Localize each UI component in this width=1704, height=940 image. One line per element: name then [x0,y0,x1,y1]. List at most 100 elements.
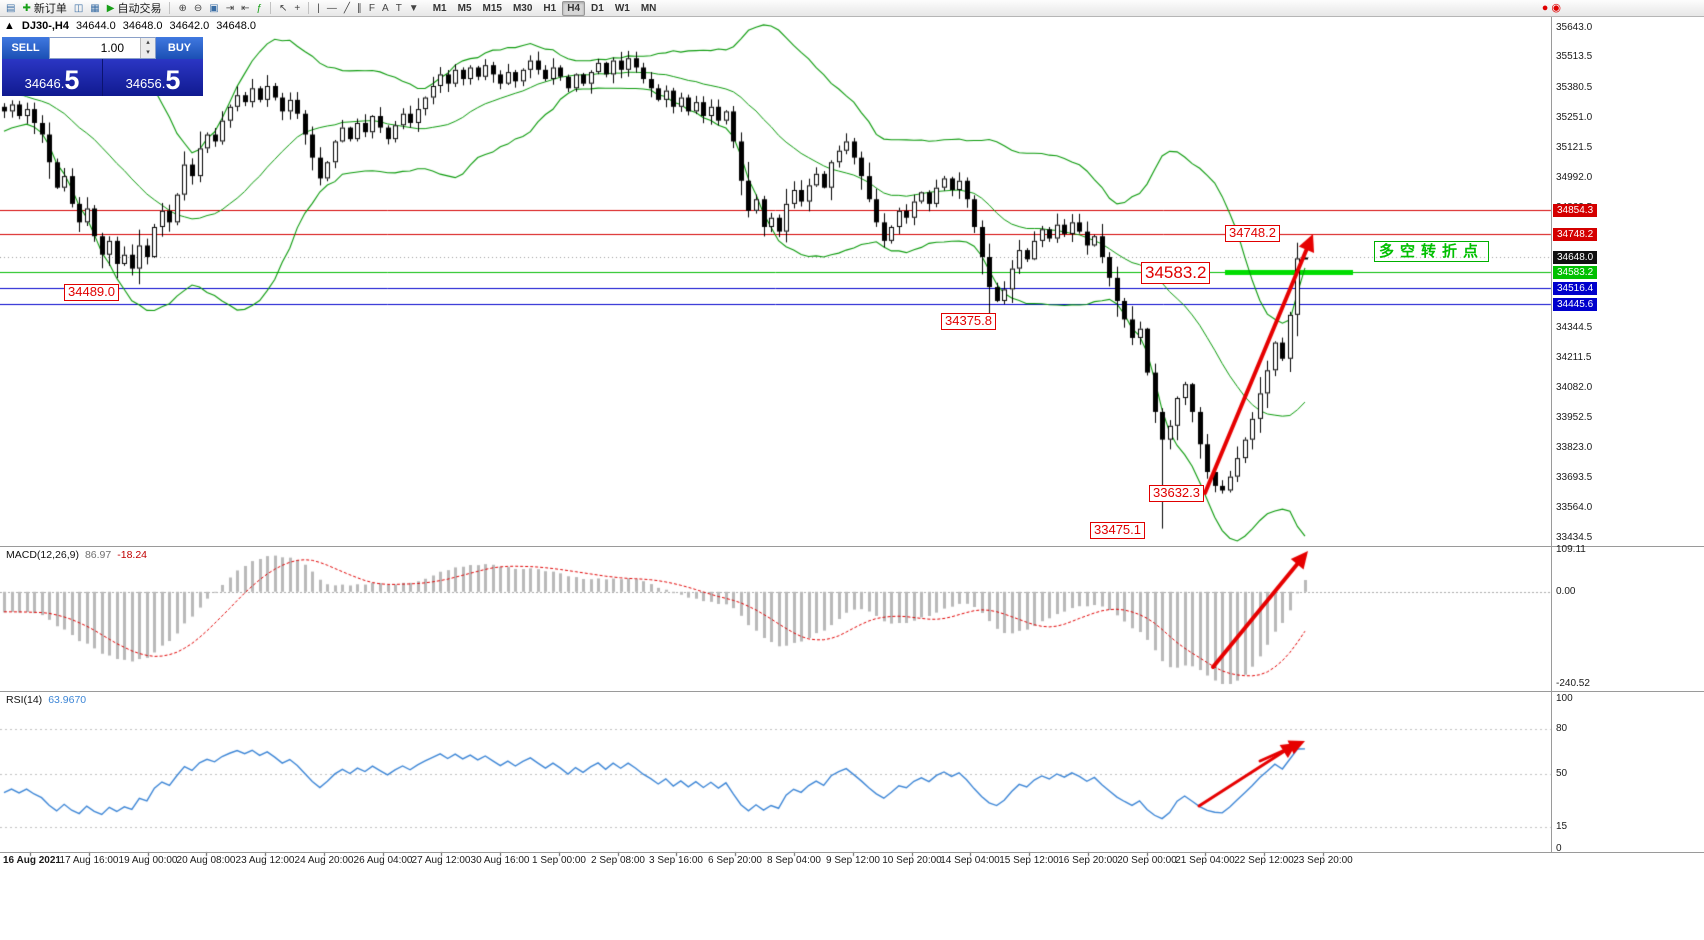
collapse-trade-panel-icon[interactable]: ▲ [4,20,15,32]
volume-up-button[interactable]: ▴ [141,38,155,48]
price-annotation-label[interactable]: 34748.2 [1225,225,1280,242]
profiles-icon: ◫ [73,2,84,14]
time-axis-label: 2 Sep 08:00 [591,855,645,866]
price-annotation-label[interactable]: 34375.8 [941,313,996,330]
rsi-pane-separator[interactable] [0,691,1704,692]
horizontal-line-button[interactable]: ― [324,1,340,16]
price-axis-tick: 35643.0 [1556,22,1593,33]
crosshair-button[interactable]: + [291,1,303,16]
ohlc-high: 34648.0 [122,20,163,32]
time-axis-label: 30 Aug 16:00 [470,855,530,866]
new-chart-button[interactable]: ▤ [3,1,18,16]
time-axis-label: 1 Sep 00:00 [532,855,586,866]
text-button[interactable]: A [379,1,392,16]
timeframe-h4-button[interactable]: H4 [562,0,586,16]
indicators-icon: ƒ [256,2,263,14]
fibonacci-button[interactable]: F [366,1,378,16]
rsi-name: RSI(14) [6,694,43,706]
price-axis-tick: 35513.5 [1556,51,1593,62]
text-icon: A [382,2,389,14]
zoom-out-button[interactable]: ⊖ [191,1,205,16]
timeframe-d1-button[interactable]: D1 [591,2,604,14]
price-annotation-label[interactable]: 34583.2 [1141,262,1211,284]
price-axis-tick: 33434.5 [1556,532,1593,543]
time-axis-label: 20 Aug 08:00 [176,855,236,866]
toolbar: ▤ ✚ 新订单 ◫ ▦ ▶ 自动交易 ⊕ ⊖ ▣ ⇥ ⇤ ƒ ↖ + | ― ╱ ∥ F A T ▼ M1 M5 M15 M30 H… [0,0,1704,17]
price-annotation-label[interactable]: 34489.0 [64,284,119,301]
label-icon: T [395,2,402,14]
timeframe-m5-button[interactable]: M5 [457,2,472,14]
ohlc-low: 34642.0 [169,20,210,32]
volume-input[interactable] [50,38,127,58]
tile-windows-icon: ▣ [209,2,219,14]
new-order-button-label: 新订单 [33,3,67,15]
alert-red-icon[interactable]: ● [1541,1,1549,14]
new-order-button[interactable]: ✚ 新订单 [19,1,69,16]
vertical-line-button[interactable]: | [314,1,323,16]
chart-shift-button[interactable]: ⇤ [238,1,252,16]
trendline-icon: ╱ [343,2,350,14]
autotrading-button[interactable]: ▶ 自动交易 [104,1,165,16]
buy-price-display[interactable]: 34656. 5 [103,59,203,96]
price-axis-label-34854.3: 34854.3 [1553,203,1598,217]
toolbar-separator [270,2,272,14]
sell-price-big: 5 [64,65,80,95]
rsi-axis-tick: 50 [1556,768,1568,779]
macd-axis-tick: 0.00 [1556,586,1576,597]
buy-price-small: 34656. [125,76,166,91]
rsi-axis-tick: 100 [1556,693,1573,704]
price-annotation-label[interactable]: 33475.1 [1090,522,1145,539]
label-button[interactable]: T [393,1,405,16]
timeframe-m15-button[interactable]: M15 [482,2,502,14]
timeframe-h1-button[interactable]: H1 [543,2,557,14]
price-annotation-label[interactable]: 33632.3 [1149,485,1204,502]
volume-field: ▴ ▾ [49,37,156,59]
rsi-title: RSI(14) 63.9670 [6,694,86,706]
rsi-value: 63.9670 [48,694,87,706]
timeframe-mn-button[interactable]: MN [640,2,657,14]
macd-axis-tick: 109.11 [1556,544,1586,555]
arrows-button[interactable]: ▼ [406,1,422,16]
zoom-in-button[interactable]: ⊕ [175,1,189,16]
time-axis-label: 20 Sep 00:00 [1117,855,1177,866]
charts-list-icon: ▦ [90,2,100,14]
sell-price-display[interactable]: 34646. 5 [2,59,102,96]
time-axis-label: 23 Aug 12:00 [235,855,295,866]
buy-button[interactable]: BUY [156,37,203,59]
horizontal-line-icon: ― [326,2,337,14]
chart-shift-icon: ⇤ [241,2,250,14]
new-order-icon: ✚ [22,2,31,14]
fibonacci-icon: F [368,2,376,14]
channel-button[interactable]: ∥ [354,1,365,16]
price-axis-tick: 35121.5 [1556,142,1593,153]
rsi-axis-tick: 15 [1556,821,1568,832]
zoom-in-icon: ⊕ [178,2,187,14]
charts-list-button[interactable]: ▦ [87,1,102,16]
ohlc-close: 34648.0 [216,20,257,32]
sell-button[interactable]: SELL [2,37,49,59]
timeframe-m30-button[interactable]: M30 [512,2,533,14]
timeframe-w1-button[interactable]: W1 [614,2,630,14]
ohlc-open: 34644.0 [75,20,116,32]
auto-scroll-button[interactable]: ⇥ [223,1,237,16]
time-axis-label: 27 Aug 12:00 [411,855,471,866]
toolbar-right-icons: ● ◉ [1542,1,1701,16]
record-red-icon[interactable]: ◉ [1551,1,1561,14]
price-axis-label-34583.2: 34583.2 [1553,265,1598,279]
volume-down-button[interactable]: ▾ [141,48,155,58]
turning-point-label[interactable]: 多空转折点 [1374,241,1490,263]
autotrading-button-label: 自动交易 [117,3,162,15]
indicators-button[interactable]: ƒ [253,1,265,16]
price-axis-tick: 33693.5 [1556,472,1593,483]
cursor-icon: ↖ [279,2,288,14]
time-axis-label: 23 Sep 20:00 [1293,855,1353,866]
price-axis-tick: 33564.0 [1556,502,1593,513]
timeframe-m1-button[interactable]: M1 [432,2,447,14]
trendline-button[interactable]: ╱ [341,1,353,16]
cursor-button[interactable]: ↖ [276,1,290,16]
tile-windows-button[interactable]: ▣ [206,1,221,16]
macd-pane-separator[interactable] [0,546,1704,547]
profiles-button[interactable]: ◫ [71,1,86,16]
time-axis-label: 14 Sep 04:00 [940,855,1000,866]
